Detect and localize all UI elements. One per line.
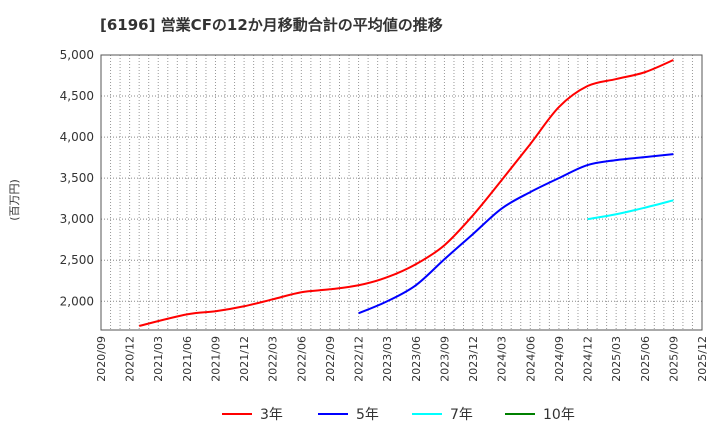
plot-area	[101, 55, 702, 330]
x-tick-label: 2022/09	[324, 336, 337, 382]
y-axis-label: (百万円)	[8, 179, 21, 221]
x-tick-label: 2023/09	[438, 336, 451, 382]
y-tick-label: 4,500	[60, 89, 94, 103]
legend-label: 10年	[543, 407, 575, 423]
x-tick-label: 2025/03	[610, 336, 623, 382]
x-tick-label: 2024/06	[524, 336, 537, 382]
y-tick-label: 3,000	[60, 212, 94, 226]
x-tick-label: 2020/09	[95, 336, 108, 382]
x-tick-label: 2024/12	[582, 336, 595, 382]
x-tick-label: 2021/12	[238, 336, 251, 382]
legend-label: 5年	[356, 407, 379, 423]
x-tick-label: 2024/09	[553, 336, 566, 382]
x-tick-label: 2022/06	[295, 336, 308, 382]
x-tick-label: 2023/06	[410, 336, 423, 382]
x-tick-label: 2023/12	[467, 336, 480, 382]
chart-title: [6196] 営業CFの12か月移動合計の平均値の推移	[100, 16, 443, 34]
series-line-3年	[138, 59, 674, 327]
series-line-7年	[587, 199, 674, 221]
plot-border	[100, 54, 703, 331]
x-tick-label: 2025/12	[696, 336, 709, 382]
legend-label: 3年	[260, 407, 283, 423]
y-tick-label: 4,000	[60, 130, 94, 144]
x-tick-label: 2022/12	[353, 336, 366, 382]
x-tick-label: 2021/03	[152, 336, 165, 382]
y-tick-label: 5,000	[60, 48, 94, 62]
x-tick-label: 2025/09	[667, 336, 680, 382]
y-tick-label: 2,500	[60, 253, 94, 267]
legend-label: 7年	[450, 407, 473, 423]
series-line-5年	[358, 153, 674, 315]
x-tick-label: 2021/09	[209, 336, 222, 382]
x-tick-label: 2025/06	[639, 336, 652, 382]
x-tick-label: 2020/12	[124, 336, 137, 382]
x-tick-label: 2021/06	[181, 336, 194, 382]
x-tick-label: 2022/03	[267, 336, 280, 382]
y-tick-label: 2,000	[60, 294, 94, 308]
x-tick-label: 2023/03	[381, 336, 394, 382]
y-tick-label: 3,500	[60, 171, 94, 185]
x-tick-label: 2024/03	[496, 336, 509, 382]
